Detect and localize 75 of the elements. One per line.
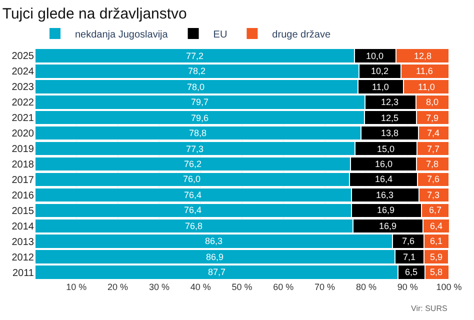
y-tick-label: 2012 — [12, 252, 34, 264]
data-label: 6,1 — [430, 236, 443, 246]
x-tick-label: 90 % — [397, 282, 418, 292]
data-label: 6,5 — [405, 267, 418, 277]
x-tick-label: 50 % — [232, 282, 252, 292]
data-label: 8,0 — [426, 97, 439, 107]
data-label: 5,9 — [430, 252, 443, 262]
y-tick-label: 2014 — [12, 221, 34, 232]
data-label: 7,6 — [402, 236, 415, 246]
data-label: 77,2 — [186, 51, 204, 61]
x-tick-label: 40 % — [190, 282, 211, 292]
data-label: 76,8 — [185, 221, 203, 231]
data-label: 77,3 — [186, 144, 204, 154]
data-label: 16,0 — [375, 159, 393, 169]
legend-label: EU — [213, 29, 228, 40]
y-tick-label: 2015 — [12, 206, 34, 217]
data-label: 78,0 — [187, 82, 205, 92]
data-label: 87,7 — [208, 267, 226, 277]
data-label: 12,8 — [414, 51, 432, 61]
y-tick-label: 2011 — [12, 268, 34, 279]
data-label: 13,8 — [381, 128, 399, 138]
data-label: 16,9 — [377, 205, 395, 215]
data-label: 12,3 — [381, 97, 399, 107]
y-tick-label: 2023 — [12, 82, 34, 94]
data-label: 16,3 — [376, 190, 394, 200]
data-label: 7,1 — [403, 252, 416, 262]
legend-label: druge države — [272, 29, 331, 40]
data-label: 16,9 — [379, 221, 397, 231]
y-tick-label: 2024 — [12, 66, 34, 78]
y-tick-label: 2017 — [12, 174, 34, 186]
x-tick-label: 80 % — [356, 282, 376, 292]
data-label: 76,4 — [184, 205, 202, 215]
data-label: 86,3 — [205, 236, 223, 246]
data-label: 15,0 — [377, 144, 395, 154]
y-tick-label: 2020 — [12, 128, 34, 140]
y-tick-label: 2019 — [12, 144, 34, 156]
y-tick-label: 2016 — [12, 190, 34, 202]
data-label: 7,9 — [426, 113, 439, 123]
data-label: 7,4 — [427, 128, 440, 138]
legend-label: nekdanja Jugoslavija — [75, 29, 168, 40]
x-tick-label: 70 % — [314, 282, 336, 292]
data-label: 6,4 — [430, 221, 443, 231]
data-label: 79,7 — [191, 97, 209, 107]
x-tick-label: 20 % — [108, 282, 128, 292]
y-tick-label: 2013 — [12, 236, 34, 248]
y-tick-label: 2022 — [12, 98, 34, 109]
data-label: 86,9 — [206, 252, 224, 262]
x-tick-label: 30 % — [148, 282, 170, 292]
y-tick-label: 2021 — [12, 113, 34, 124]
data-label: 10,2 — [371, 66, 389, 76]
y-tick-label: 2025 — [12, 51, 34, 62]
x-tick-label: 10 % — [66, 282, 87, 292]
data-label: 7,7 — [427, 144, 440, 154]
data-label: 12,5 — [381, 113, 399, 123]
data-label: 16,4 — [375, 174, 393, 184]
text: Vir: SURS — [411, 304, 448, 313]
x-tick-label: 60 % — [273, 282, 294, 292]
x-tick-label: 100 % — [436, 282, 462, 292]
data-label: 76,2 — [184, 159, 202, 169]
data-label: 7,8 — [426, 159, 439, 169]
data-label: 79,6 — [191, 113, 209, 123]
data-label: 11,0 — [372, 82, 389, 92]
data-label: 76,0 — [183, 174, 201, 184]
data-label: 78,8 — [189, 128, 207, 138]
data-label: 76,4 — [184, 190, 202, 200]
data-label: 7,6 — [427, 174, 440, 184]
data-label: 5,8 — [430, 267, 443, 277]
data-label: 11,0 — [418, 82, 435, 92]
data-label: 7,3 — [427, 190, 440, 200]
chart-title: Tujci glede na državljanstvo — [2, 6, 187, 22]
data-label: 78,2 — [188, 66, 206, 76]
y-tick-label: 2018 — [12, 160, 34, 170]
data-label: 6,7 — [429, 205, 442, 215]
data-label: 11,6 — [416, 66, 433, 76]
data-label: 10,0 — [366, 51, 384, 61]
